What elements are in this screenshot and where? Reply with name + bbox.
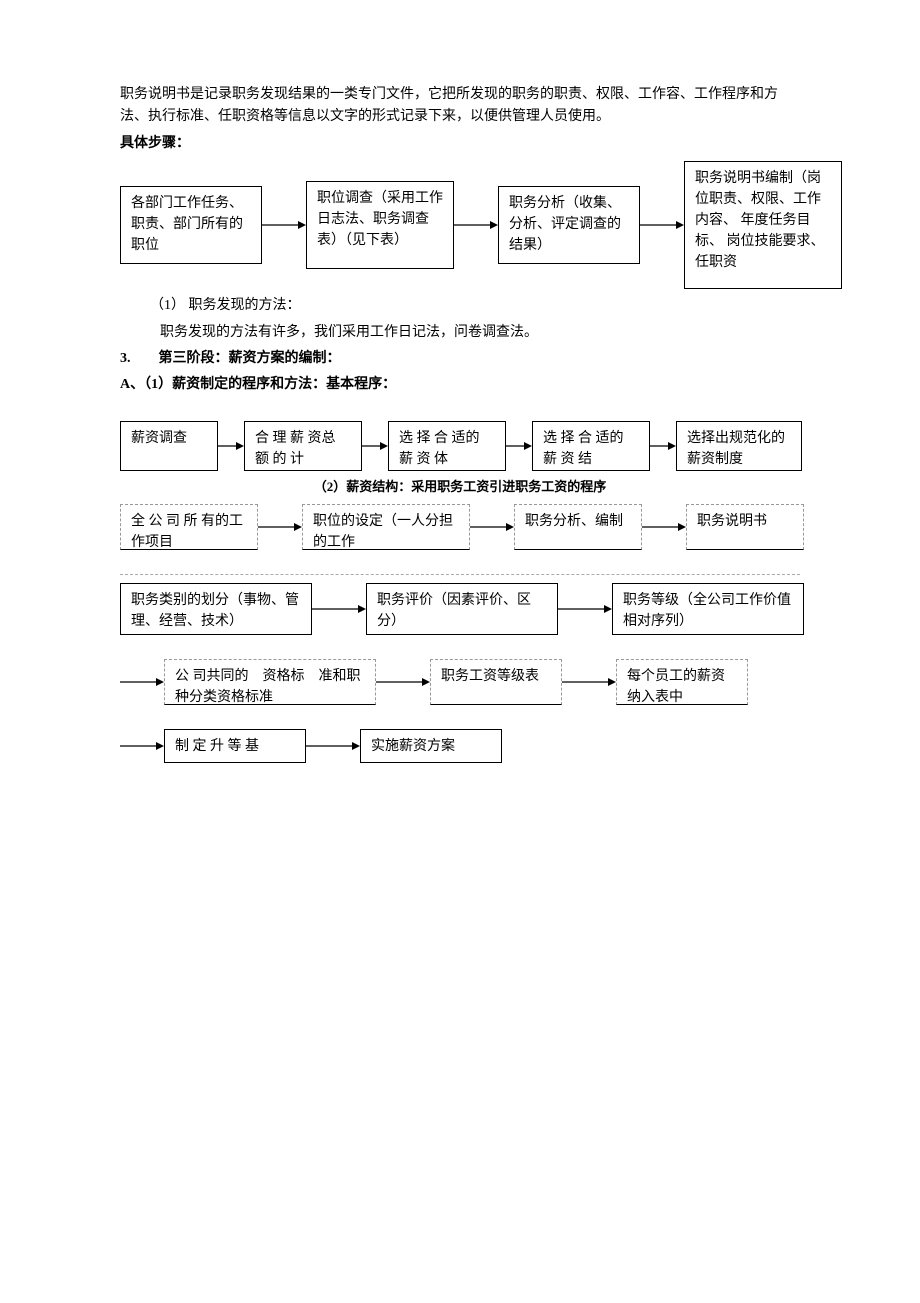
arrow-right-icon <box>506 440 532 452</box>
flow2b-box3: 职务分析、编制 <box>514 504 642 550</box>
caption-2: （2）薪资结构：采用职务工资引进职务工资的程序 <box>120 477 800 498</box>
arrow-right-icon <box>454 219 498 231</box>
arrow-right-icon <box>470 521 514 533</box>
method-heading: （1） 职务发现的方法： <box>150 295 800 317</box>
flow2b-box1: 全 公 司 所 有的工作项目 <box>120 504 258 550</box>
flow5-box1: 制 定 升 等 基 <box>164 729 306 763</box>
flow4-box1: 公 司共同的 资格标 准和职种分类资格标准 <box>164 659 376 705</box>
arrow-right-icon <box>262 219 306 231</box>
flow2a-box5: 选择出规范化的薪资制度 <box>676 421 802 471</box>
flow1-box1: 各部门工作任务、职责、部门所有的职位 <box>120 186 262 264</box>
flow1-box4: 职务说明书编制（岗位职责、权限、工作内容、 年度任务目标、 岗位技能要求、 任职… <box>684 161 842 289</box>
arrow-right-icon <box>642 521 686 533</box>
steps-heading: 具体步骤： <box>120 133 800 155</box>
arrow-right-icon <box>362 440 388 452</box>
intro-paragraph: 职务说明书是记录职务发现结果的一类专门文件，它把所发现的职务的职责、权限、工作容… <box>120 84 800 129</box>
arrow-right-icon <box>558 603 612 615</box>
flow4-box2: 职务工资等级表 <box>430 659 562 705</box>
flow2a-box2: 合 理 薪 资总 额 的 计 <box>244 421 362 471</box>
flow3-box3: 职务等级（全公司工作价值相对序列） <box>612 583 804 635</box>
flow2b-box2: 职位的设定（一人分担的工作 <box>302 504 470 550</box>
flow2a-box4: 选 择 合 适的 薪 资 结 <box>532 421 650 471</box>
flow1-box2: 职位调查（采用工作日志法、职务调查表）（见下表） <box>306 181 454 269</box>
stage3-heading: 3. 第三阶段：薪资方案的编制： <box>120 348 800 370</box>
method-desc: 职务发现的方法有许多，我们采用工作日记法，问卷调查法。 <box>160 322 800 344</box>
flow5: 制 定 升 等 基 实施薪资方案 <box>120 729 800 763</box>
flow5-box2: 实施薪资方案 <box>360 729 502 763</box>
arrow-right-icon <box>650 440 676 452</box>
arrow-right-icon <box>120 676 164 688</box>
arrow-right-icon <box>258 521 302 533</box>
flow3-box2: 职务评价（因素评价、区分） <box>366 583 558 635</box>
flow1: 各部门工作任务、职责、部门所有的职位 职位调查（采用工作日志法、职务调查表）（见… <box>120 161 800 289</box>
flow4: 公 司共同的 资格标 准和职种分类资格标准 职务工资等级表 每个员工的薪资纳入表… <box>120 659 800 705</box>
arrow-right-icon <box>218 440 244 452</box>
flow3-box1: 职务类别的划分（事物、管理、经营、技术） <box>120 583 312 635</box>
flow3: 职务类别的划分（事物、管理、经营、技术） 职务评价（因素评价、区分） 职务等级（… <box>120 574 800 635</box>
arrow-right-icon <box>562 676 616 688</box>
flow2a: 薪资调查 合 理 薪 资总 额 的 计 选 择 合 适的 薪 资 体 选 择 合… <box>120 421 800 471</box>
arrow-right-icon <box>312 603 366 615</box>
a1-heading: A、（1）薪资制定的程序和方法：基本程序： <box>120 374 800 396</box>
flow2b-box4: 职务说明书 <box>686 504 804 550</box>
arrow-right-icon <box>640 219 684 231</box>
arrow-right-icon <box>376 676 430 688</box>
arrow-right-icon <box>120 740 164 752</box>
flow1-box3: 职务分析（收集、分析、评定调查的结果） <box>498 186 640 264</box>
arrow-right-icon <box>306 740 360 752</box>
flow4-box3: 每个员工的薪资纳入表中 <box>616 659 748 705</box>
flow2a-box1: 薪资调查 <box>120 421 218 471</box>
flow2a-box3: 选 择 合 适的 薪 资 体 <box>388 421 506 471</box>
flow2b: 全 公 司 所 有的工作项目 职位的设定（一人分担的工作 职务分析、编制 职务说… <box>120 504 800 550</box>
